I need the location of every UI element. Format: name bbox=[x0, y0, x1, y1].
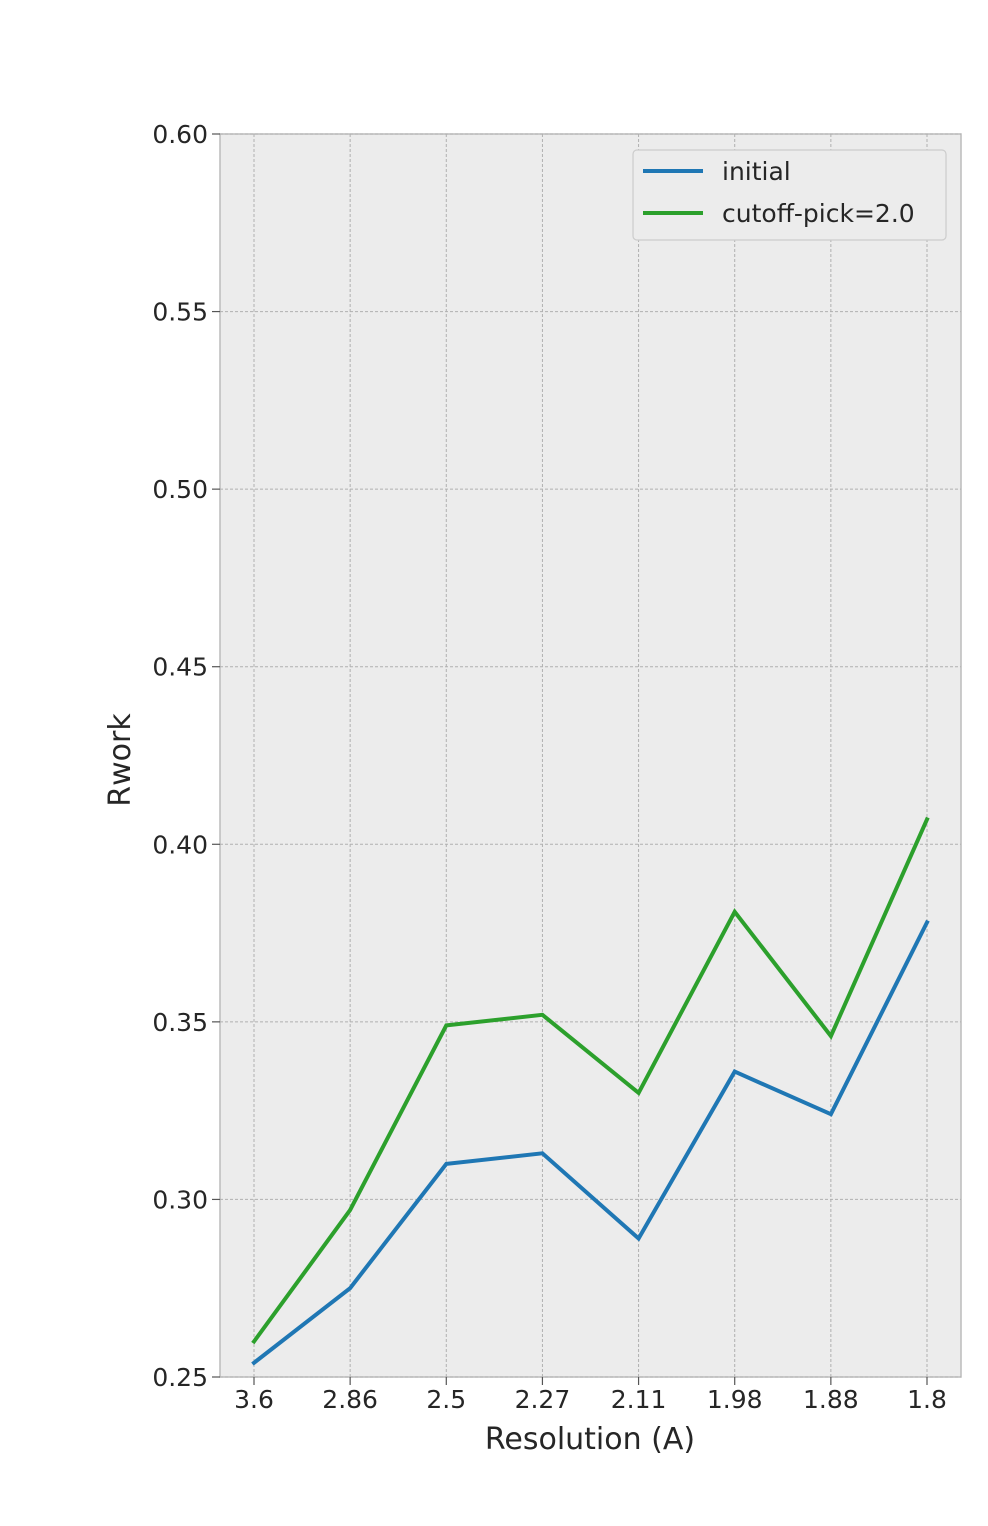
x-tick-label: 2.11 bbox=[611, 1385, 667, 1414]
x-axis-ticks: 3.6 2.86 2.5 2.27 2.11 1.98 1.88 1.8 bbox=[234, 1377, 947, 1414]
x-tick-label: 3.6 bbox=[234, 1385, 274, 1414]
x-tick-label: 1.98 bbox=[707, 1385, 763, 1414]
y-tick-label: 0.45 bbox=[152, 653, 208, 682]
series-line-initial bbox=[251, 919, 930, 1366]
y-axis-label: Rwork bbox=[103, 713, 138, 807]
x-tick-label: 1.8 bbox=[907, 1385, 947, 1414]
y-tick-label: 0.50 bbox=[152, 475, 208, 504]
series-line-cutoff-pick bbox=[251, 816, 930, 1345]
legend-label-initial: initial bbox=[722, 157, 791, 186]
y-tick-label: 0.60 bbox=[152, 120, 208, 149]
plot-background bbox=[219, 133, 962, 1378]
y-tick-label: 0.35 bbox=[152, 1008, 208, 1037]
legend: initial cutoff-pick=2.0 bbox=[632, 149, 947, 241]
y-axis-ticks: 0.25 0.30 0.35 0.40 0.45 0.50 0.55 0.60 bbox=[152, 120, 220, 1392]
x-tick-label: 2.86 bbox=[322, 1385, 378, 1414]
y-tick-label: 0.40 bbox=[152, 830, 208, 859]
legend-frame bbox=[632, 149, 947, 241]
grid-lines bbox=[220, 133, 961, 1378]
x-tick-label: 2.27 bbox=[515, 1385, 571, 1414]
y-tick-label: 0.30 bbox=[152, 1185, 208, 1214]
x-tick-label: 1.88 bbox=[803, 1385, 859, 1414]
y-tick-label: 0.25 bbox=[152, 1363, 208, 1392]
legend-label-cutoff: cutoff-pick=2.0 bbox=[722, 199, 915, 228]
series-lines bbox=[251, 816, 930, 1366]
x-axis-label: Resolution (A) bbox=[485, 1422, 695, 1457]
x-tick-label: 2.5 bbox=[426, 1385, 466, 1414]
y-tick-label: 0.55 bbox=[152, 298, 208, 327]
